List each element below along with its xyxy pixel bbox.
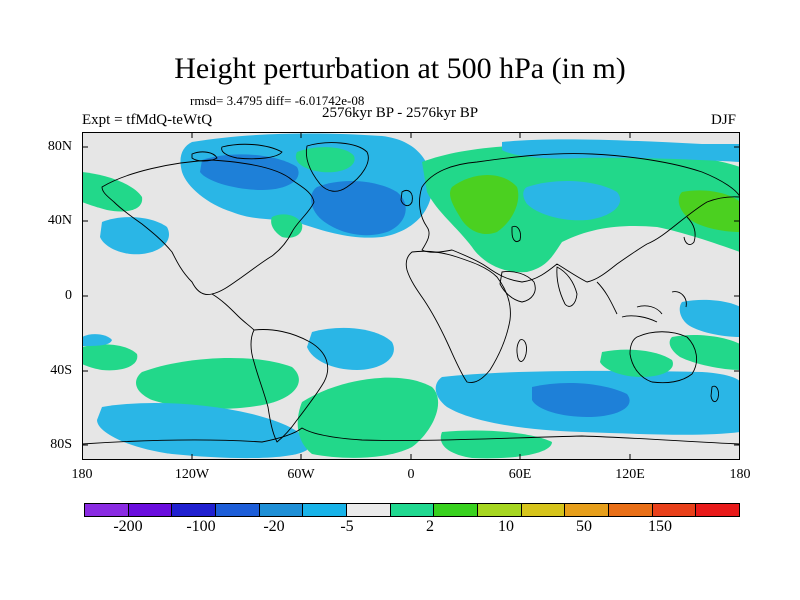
lon-label: 120E (615, 467, 645, 482)
field-lime-east-asia (678, 190, 740, 232)
field-lime-europe (449, 174, 519, 235)
coast-japan (683, 216, 696, 245)
coast-india (556, 266, 578, 307)
coast-africa (405, 250, 511, 383)
coast-south-america (250, 329, 329, 443)
field-cyan-ne-pacific (100, 217, 170, 255)
field-blue-hudson (200, 154, 299, 190)
coast-british-isles (400, 190, 413, 207)
colorbar-box (85, 504, 129, 516)
lat-label: 80S (50, 437, 72, 452)
coast-greenland (305, 142, 369, 192)
experiment-label: Expt = tfMdQ-teWtQ (82, 112, 213, 128)
period-label: 2576kyr BP - 2576kyr BP (322, 105, 479, 121)
field-blue-indian-ocean (532, 382, 630, 417)
colorbar-box (565, 504, 610, 516)
coast-se-asia (596, 281, 687, 323)
field-cyan-siberia (523, 180, 621, 221)
colorbar-label: 10 (498, 518, 514, 535)
lon-label: 180 (729, 467, 751, 482)
stats-label: rmsd= 3.4795 diff= -6.01742e-08 (190, 93, 365, 108)
lon-label: 0 (407, 467, 415, 482)
lat-label: 0 (65, 288, 72, 303)
coast-antarctica (82, 427, 740, 445)
colorbar-box (478, 504, 522, 516)
field-blue-north-atlantic (310, 180, 406, 236)
colorbar-label: -200 (113, 518, 143, 535)
coast-eurasia (419, 153, 740, 283)
coast-north-america (101, 159, 315, 295)
field-green-west-south (82, 344, 138, 371)
colorbar-label: -20 (263, 518, 285, 535)
field-cyan-south-edge (679, 299, 740, 337)
colorbar-box (390, 504, 435, 516)
coast-central-america (211, 293, 255, 331)
coast-madagascar (516, 339, 527, 362)
coastlines (82, 142, 740, 445)
lat-label: 40N (47, 213, 72, 228)
map-title: Height perturbation at 500 hPa (in m) (174, 52, 626, 85)
field-green-greenland (295, 147, 355, 173)
lon-label: 180 (71, 467, 93, 482)
map-frame (82, 132, 740, 460)
field-green-australia (600, 349, 673, 377)
colorbar-box (347, 504, 391, 516)
colorbar-label: -100 (186, 518, 216, 535)
colorbar-box (434, 504, 479, 516)
lon-label: 60E (508, 467, 532, 482)
field-green-west-edge (82, 172, 143, 212)
coast-caspian (511, 225, 521, 243)
colorbar-box (521, 504, 566, 516)
field-cyan-southern-ocean-w (97, 402, 308, 459)
colorbar-label: 150 (648, 518, 672, 535)
colorbar-box (172, 504, 217, 516)
colorbar-box (216, 504, 260, 516)
field-green-atlantic-patch (271, 214, 303, 238)
colorbar-box (303, 504, 348, 516)
colorbar-box (609, 504, 653, 516)
coast-australia (629, 331, 698, 384)
field-green-southern-ocean (297, 377, 439, 458)
field-green-se-pacific (669, 334, 740, 370)
colorbar-label: 50 (576, 518, 592, 535)
colorbar-box (128, 504, 173, 516)
map-plot (82, 132, 740, 460)
season-label: DJF (711, 112, 737, 128)
field-cyan-west-low (82, 334, 112, 346)
coast-arabia (499, 271, 536, 303)
lon-label: 120W (174, 467, 210, 482)
lon-label: 60W (287, 467, 315, 482)
colorbar (84, 503, 740, 517)
lat-label: 40S (50, 363, 72, 378)
coast-new-zealand (710, 385, 719, 403)
field-cyan-south-atlantic (307, 327, 394, 370)
field-green-south-pacific (136, 357, 299, 409)
field-cyan-arctic-asia (502, 139, 740, 162)
colorbar-box (696, 504, 740, 516)
colorbar-box (259, 504, 304, 516)
lat-label: 80N (47, 139, 72, 154)
colorbar-label: 2 (426, 518, 434, 535)
coast-arctic-islands (191, 143, 283, 162)
colorbar-box (652, 504, 697, 516)
colorbar-label: -5 (340, 518, 354, 535)
contour-fields (82, 133, 740, 459)
